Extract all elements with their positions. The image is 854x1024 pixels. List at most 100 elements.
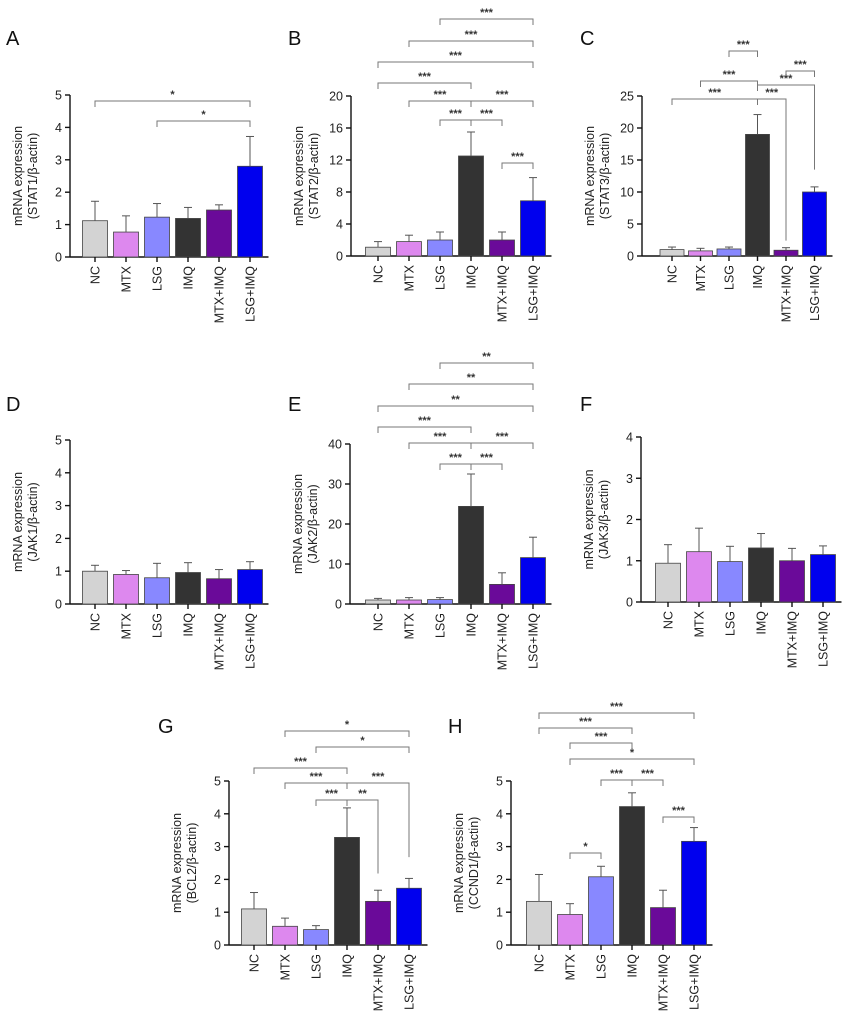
y-tick-label: 4 <box>55 121 62 135</box>
bar-nc <box>365 599 391 605</box>
x-tick-label: NC <box>89 266 103 284</box>
bar-mtx-imq <box>489 239 515 257</box>
bar-imq <box>175 218 201 258</box>
significance-bracket <box>408 383 534 390</box>
bar-mtx <box>396 599 422 605</box>
bar-lsg <box>144 216 170 258</box>
y-tick-label: 20 <box>620 122 634 136</box>
significance-bracket <box>156 120 251 127</box>
significance-bracket <box>470 442 534 449</box>
x-tick-label: MTX <box>693 610 707 637</box>
y-axis-label: (STAT1/β-actin) <box>26 133 40 220</box>
bar-mtx <box>686 551 712 603</box>
significance-bracket <box>377 405 534 412</box>
significance-label: *** <box>610 768 624 780</box>
y-tick-label: 3 <box>214 840 221 854</box>
y-axis-label: mRNA expression <box>11 472 25 572</box>
bar-lsg <box>427 239 453 257</box>
x-tick-label: IMQ <box>341 954 355 978</box>
panel-letter: A <box>6 28 20 50</box>
y-tick-label: 1 <box>214 906 221 920</box>
panel-letter: F <box>580 394 592 416</box>
x-tick-label: IMQ <box>465 265 479 289</box>
x-tick-label: MTX+IMQ <box>657 954 671 1012</box>
significance-bracket <box>728 50 758 57</box>
x-tick-label: MTX+IMQ <box>213 266 227 324</box>
significance-label: * <box>345 719 350 731</box>
x-tick-label: NC <box>533 954 547 972</box>
significance-bracket <box>346 782 410 858</box>
significance-bracket <box>700 80 758 87</box>
x-tick-label: IMQ <box>751 265 765 289</box>
x-tick-label: IMQ <box>465 613 479 637</box>
x-tick-label: NC <box>666 265 680 283</box>
y-tick-label: 0 <box>55 251 62 265</box>
significance-bracket <box>757 84 815 170</box>
y-tick-label: 20 <box>328 518 342 532</box>
y-tick-label: 0 <box>496 939 503 953</box>
x-tick-label: MTX+IMQ <box>213 613 227 671</box>
significance-bracket <box>671 98 758 105</box>
y-tick-label: 5 <box>55 89 62 103</box>
x-tick-label: MTX+IMQ <box>786 611 800 669</box>
bar-lsg <box>427 599 453 605</box>
bar-nc <box>526 900 552 946</box>
significance-label: *** <box>496 89 510 101</box>
x-tick-label: IMQ <box>182 613 196 637</box>
significance-bracket <box>408 100 472 107</box>
significance-label: *** <box>511 151 525 163</box>
significance-bracket <box>284 730 410 737</box>
y-axis-label: mRNA expression <box>11 126 25 226</box>
significance-label: *** <box>418 71 432 83</box>
y-axis-label: (JAK2/β-actin) <box>306 484 320 563</box>
y-tick-label: 16 <box>329 122 343 136</box>
x-tick-label: NC <box>372 613 386 631</box>
x-tick-label: MTX <box>403 612 417 639</box>
y-tick-label: 3 <box>55 499 62 513</box>
significance-label: *** <box>672 805 686 817</box>
significance-bracket <box>470 119 503 126</box>
x-tick-label: LSG <box>434 265 448 290</box>
significance-bracket <box>501 162 534 169</box>
significance-bracket <box>600 779 633 786</box>
significance-label: *** <box>310 771 324 783</box>
y-tick-label: 5 <box>627 218 634 232</box>
y-tick-label: 4 <box>496 807 503 821</box>
bar-mtx-imq <box>206 578 232 605</box>
y-tick-label: 0 <box>626 596 633 610</box>
bar-imq <box>175 572 201 605</box>
bar-nc <box>655 562 681 603</box>
bar-mtx-imq <box>365 900 391 946</box>
y-tick-label: 25 <box>620 90 634 104</box>
bar-mtx <box>272 925 298 946</box>
x-tick-label: MTX <box>694 264 708 291</box>
significance-bracket <box>569 758 695 765</box>
bar-nc <box>365 246 391 257</box>
bar-mtx <box>688 250 713 257</box>
significance-label: *** <box>641 768 655 780</box>
significance-label: * <box>201 109 206 121</box>
significance-bracket <box>569 742 633 749</box>
y-axis-label: (STAT3/β-actin) <box>598 133 612 220</box>
bar-imq <box>619 806 645 946</box>
x-tick-label: LSG <box>595 954 609 979</box>
y-axis-label: (CCND1/β-actin) <box>467 817 481 910</box>
x-tick-label: LSG <box>724 611 738 636</box>
y-tick-label: 1 <box>496 906 503 920</box>
significance-label: *** <box>780 73 794 85</box>
x-tick-label: LSG <box>434 613 448 638</box>
y-tick-label: 2 <box>626 513 633 527</box>
bar-mtx <box>396 241 422 257</box>
x-tick-label: MTX+IMQ <box>780 265 794 323</box>
y-axis-label: mRNA expression <box>170 813 184 913</box>
bar-lsg-imq <box>237 569 263 605</box>
significance-bracket <box>253 767 348 774</box>
x-tick-label: MTX <box>120 265 134 292</box>
significance-bracket <box>439 463 472 470</box>
y-tick-label: 4 <box>626 431 633 445</box>
x-tick-label: IMQ <box>755 611 769 635</box>
